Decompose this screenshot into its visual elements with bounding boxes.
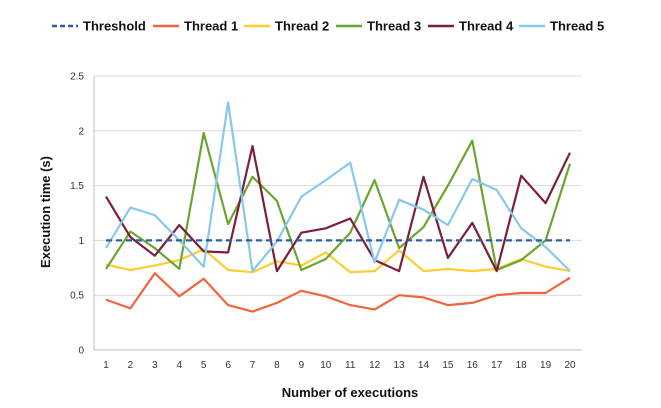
legend-item: Threshold [52,19,146,34]
x-tick-label: 11 [345,360,356,371]
x-tick-label: 10 [320,360,332,371]
legend-label: Thread 4 [459,19,514,34]
x-tick-label: 16 [467,360,479,371]
y-tick-label: 0 [78,346,84,357]
legend-item: Thread 5 [519,19,604,34]
y-tick-label: 1.5 [70,181,84,192]
legend-label: Thread 1 [184,19,238,34]
x-tick-label: 18 [516,360,528,371]
legend-label: Thread 2 [275,19,329,34]
x-tick-label: 5 [201,360,207,371]
x-tick-label: 2 [128,360,134,371]
series-line-thread-1 [105,272,571,313]
x-tick-label: 14 [418,360,430,371]
legend-item: Thread 1 [153,19,238,34]
legend-item: Thread 4 [428,19,514,34]
axes [93,76,582,351]
y-tick-label: 0.5 [70,291,84,302]
x-tick-label: 15 [442,360,454,371]
x-tick-label: 8 [274,360,280,371]
x-axis-label: Number of executions [282,385,419,400]
series-line-thread-5 [105,101,571,273]
legend-label: Thread 5 [550,19,604,34]
series-line-thread-3 [105,131,572,272]
x-tick-label: 19 [540,360,552,371]
x-tick-label: 1 [103,360,109,371]
x-tick-label: 9 [299,360,305,371]
x-tick-label: 4 [176,360,182,371]
legend: Threshold Thread 1 Thread 2 Thread 3 Thread … [52,19,604,34]
y-axis-label: Execution time (s) [38,156,53,268]
x-tick-label: 7 [250,360,256,371]
series-lines [105,101,572,313]
legend-label: Threshold [83,19,146,34]
legend-item: Thread 2 [244,19,329,34]
series-line-thread-4 [105,145,571,273]
x-tick-label: 3 [152,360,158,371]
tick-labels: 00.511.522.51 2 3 4 5 6 7 8 9 10 11 12 13 14 15 16 17 18 1… [70,72,576,372]
y-tick-label: 2.5 [70,72,84,83]
series-line-thread-2 [105,248,571,274]
legend-label: Thread 3 [367,19,421,34]
x-tick-label: 20 [564,360,576,371]
x-tick-label: 13 [393,360,405,371]
y-tick-label: 1 [78,236,84,247]
legend-item: Thread 3 [336,19,421,34]
x-tick-label: 6 [225,360,231,371]
y-tick-label: 2 [78,126,84,137]
x-tick-label: 17 [491,360,503,371]
x-tick-label: 12 [369,360,381,371]
